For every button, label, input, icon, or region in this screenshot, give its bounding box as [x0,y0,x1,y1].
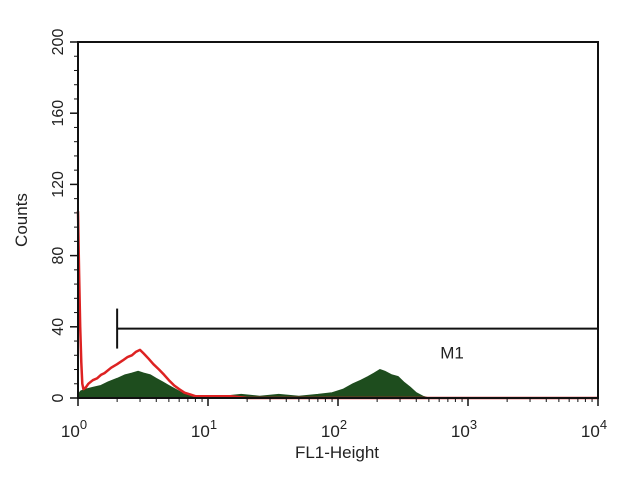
x-tick-label: 103 [451,417,477,441]
x-tick-label: 100 [61,417,87,441]
x-axis-label: FL1-Height [295,443,379,462]
series-1-area [77,368,598,399]
x-tick-label: 101 [191,417,217,441]
y-tick-label: 160 [50,100,67,127]
x-tick-label: 102 [321,417,347,441]
marker-label: M1 [440,344,464,363]
x-axis: 100 101 102 103 104 [61,398,607,441]
y-axis: 0 40 80 120 160 200 [50,29,78,402]
x-tick-label: 104 [581,417,607,441]
y-tick-label: 200 [50,29,67,56]
y-tick-label: 0 [50,393,67,402]
y-axis-label: Counts [12,193,31,247]
y-tick-label: 120 [50,171,67,198]
y-tick-label: 80 [50,247,67,265]
y-tick-label: 40 [50,318,67,336]
marker-layer: M1 [116,308,599,363]
